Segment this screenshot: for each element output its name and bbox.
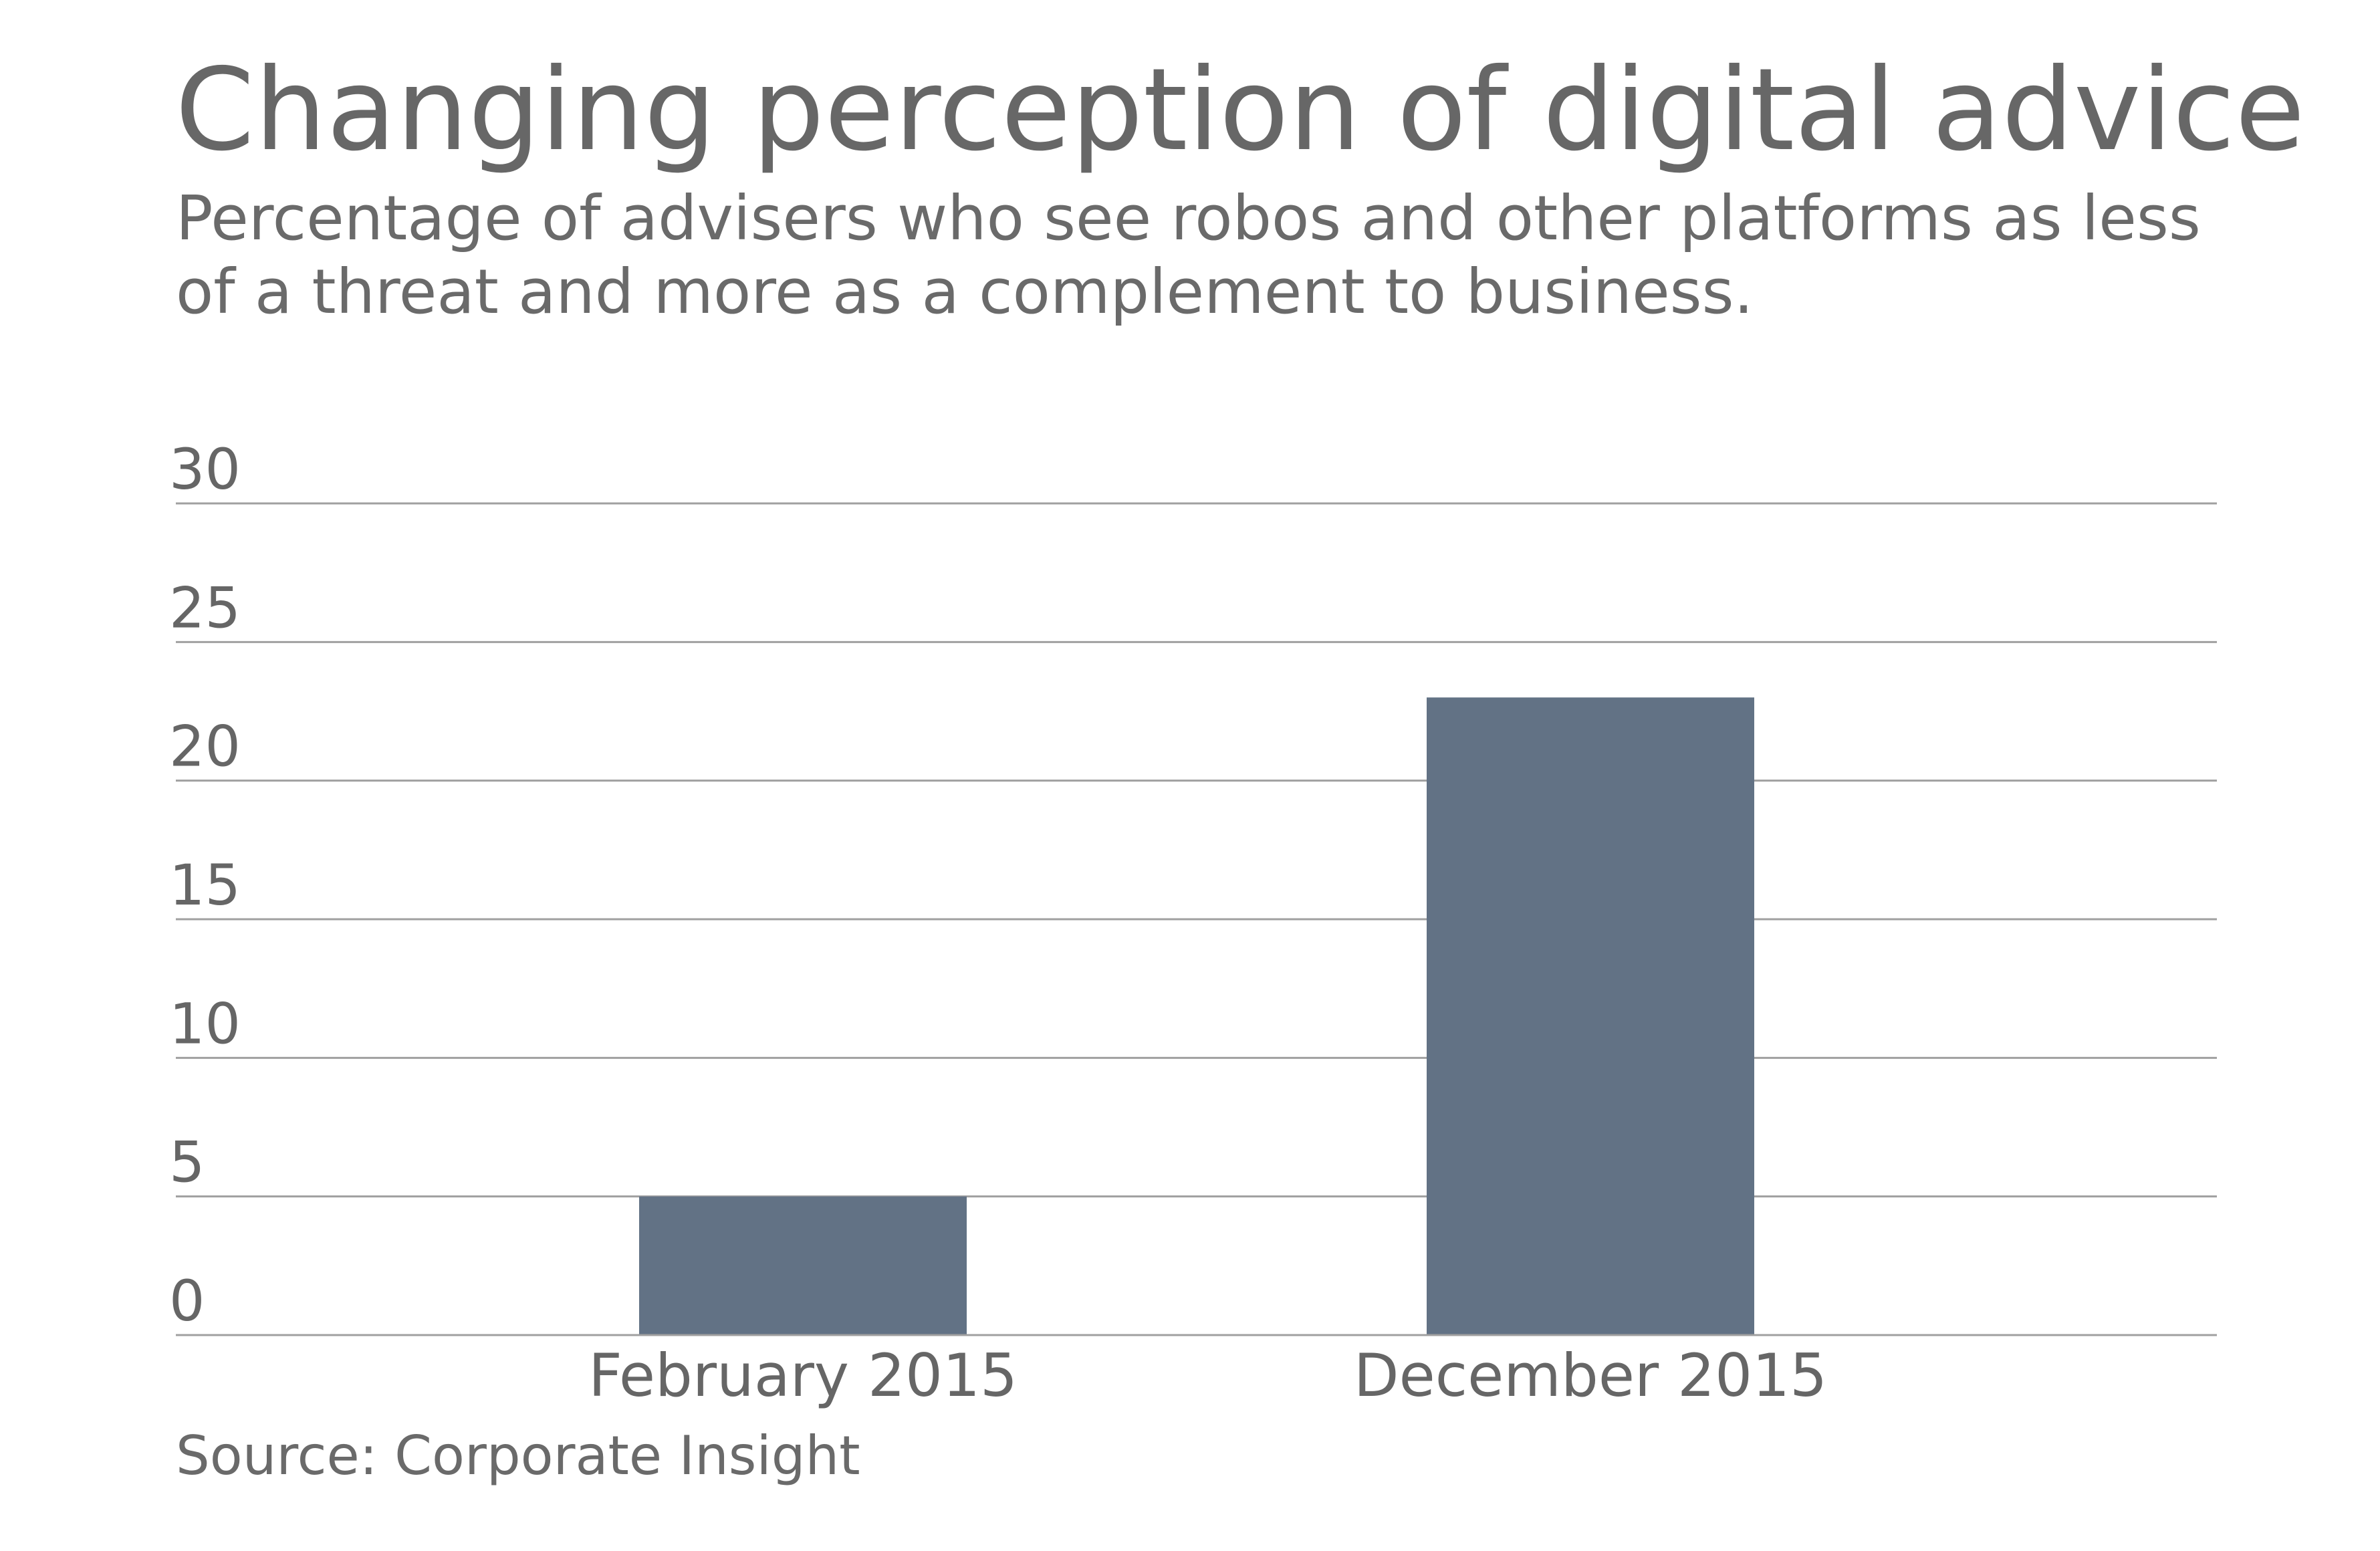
- chart-subtitle: Percentage of advisers who see robos and…: [176, 183, 2201, 328]
- x-tick-label: February 2015: [588, 1341, 1018, 1410]
- chart-title: Changing perception of digital advice: [175, 44, 2305, 176]
- y-tick-label: 25: [169, 575, 241, 640]
- y-tick-label: 0: [169, 1268, 205, 1334]
- y-tick-label: 15: [169, 852, 241, 918]
- y-tick-label: 20: [169, 714, 241, 780]
- bar-december-2015: [1427, 697, 1754, 1335]
- y-tick-label: 10: [169, 991, 241, 1056]
- y-tick-label: 30: [169, 437, 241, 502]
- x-tick-label: December 2015: [1354, 1341, 1827, 1410]
- bar-february-2015: [639, 1196, 967, 1335]
- y-tick-label: 5: [169, 1130, 205, 1195]
- source-note: Source: Corporate Insight: [176, 1425, 860, 1487]
